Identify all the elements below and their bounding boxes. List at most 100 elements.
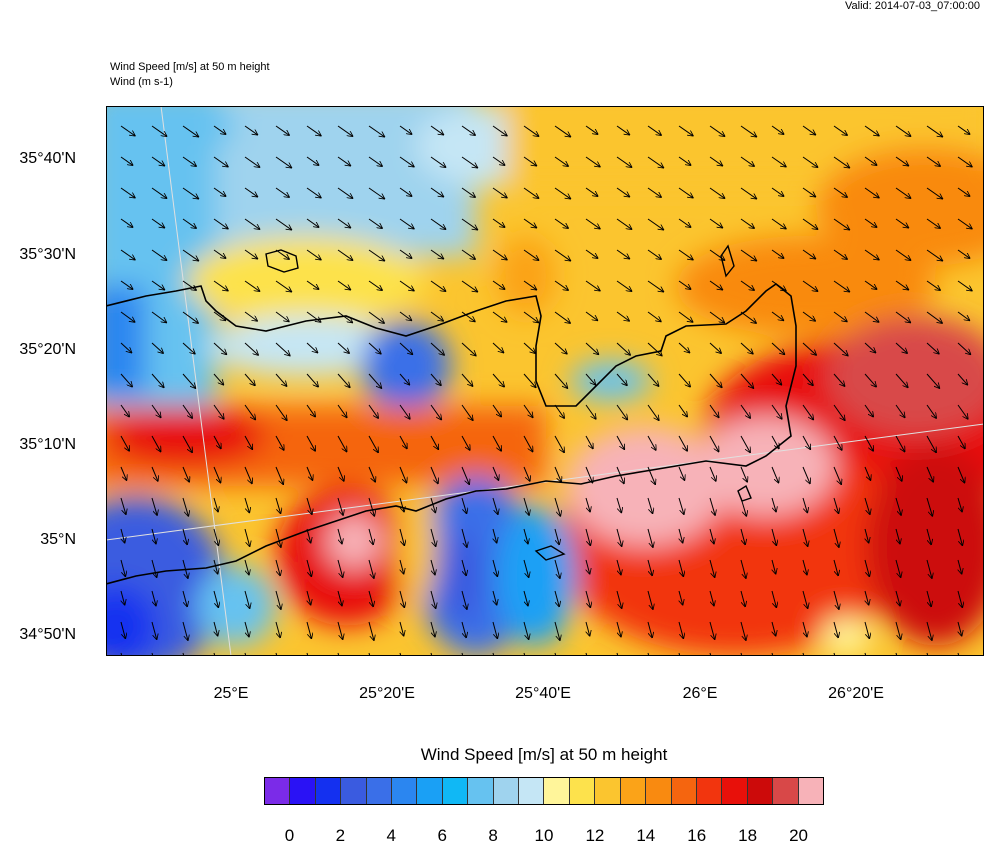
wind-arrow: [802, 311, 815, 321]
wind-arrow: [957, 218, 972, 229]
coastline-islet: [737, 484, 752, 502]
wind-arrow: [182, 590, 187, 607]
colorbar-swatch: [341, 778, 367, 804]
wind-arrow: [182, 311, 198, 323]
colorbar-label: 10: [534, 826, 554, 845]
wind-arrow: [771, 342, 785, 355]
wind-arrow: [244, 187, 258, 197]
colorbar-label: 8: [488, 826, 498, 845]
wind-arrow: [554, 311, 570, 323]
wind-arrow: [740, 590, 745, 607]
colorbar-label: 4: [386, 826, 396, 845]
wind-arrow: [368, 249, 385, 261]
wind-arrow: [864, 373, 876, 387]
lat-label: 35°10'N: [19, 436, 76, 453]
wind-arrow: [616, 125, 630, 135]
wind-arrow: [492, 311, 507, 322]
wind-arrow: [709, 249, 725, 260]
wind-arrow: [771, 373, 782, 385]
wind-arrow: [864, 280, 877, 289]
wind-arrow: [399, 404, 410, 419]
wind-arrow: [523, 466, 530, 481]
wind-arrow: [678, 466, 685, 480]
wind-arrow: [492, 249, 507, 260]
wind-arrow: [368, 466, 375, 482]
wind-arrow: [182, 497, 188, 516]
wind-arrow: [306, 218, 319, 227]
wind-arrow: [214, 559, 218, 574]
wind-arrow: [461, 373, 473, 386]
wind-arrow: [554, 497, 560, 516]
wind-arrow: [461, 621, 466, 638]
wind-arrow: [554, 218, 568, 228]
wind-arrow: [368, 156, 382, 166]
wind-arrow: [461, 218, 478, 230]
wind-arrow: [554, 528, 559, 545]
wind-arrow: [368, 311, 384, 323]
wind-arrow: [957, 466, 965, 483]
wind-arrow: [523, 311, 539, 323]
wind-arrow: [647, 528, 653, 547]
wind-arrow: [492, 187, 507, 198]
wind-arrow: [523, 280, 537, 290]
wind-arrow: [461, 187, 475, 197]
wind-arrow: [709, 311, 725, 323]
wind-arrow: [430, 125, 444, 135]
wind-arrow: [151, 435, 161, 452]
wind-arrow: [399, 497, 404, 512]
wind-arrow: [244, 156, 260, 167]
valid-time: Valid: 2014-07-03_07:00:00: [845, 0, 980, 12]
wind-arrow: [802, 466, 810, 484]
lat-label: 35°20'N: [19, 341, 76, 358]
wind-arrow: [461, 249, 475, 259]
wind-arrow: [709, 590, 714, 606]
wind-arrow: [926, 218, 940, 228]
wind-arrow: [244, 466, 252, 484]
colorbar-label: 14: [636, 826, 656, 845]
wind-arrow: [895, 497, 901, 515]
wind-arrow: [275, 559, 280, 576]
wind-arrow: [120, 342, 132, 353]
wind-arrow: [895, 466, 902, 481]
wind-arrow: [958, 559, 962, 574]
wind-arrow: [926, 373, 940, 388]
wind-speed-field: [106, 106, 984, 656]
wind-arrow: [368, 435, 378, 453]
wind-arrow: [740, 435, 750, 453]
wind-arrow: [492, 621, 497, 639]
wind-arrow: [337, 404, 347, 418]
wind-arrow: [182, 621, 188, 640]
wind-arrow: [182, 156, 196, 166]
wind-arrow: [213, 435, 221, 449]
wind-arrow: [214, 621, 218, 636]
wind-arrow: [151, 342, 163, 353]
wind-arrow: [957, 497, 962, 512]
wind-arrow: [244, 249, 258, 259]
wind-arrow: [275, 466, 283, 484]
wind-arrow: [833, 342, 848, 356]
wind-arrow: [182, 218, 196, 228]
wind-arrow: [802, 156, 818, 167]
wind-arrow: [554, 559, 560, 578]
wind-arrow: [771, 311, 784, 321]
wind-arrow: [399, 590, 404, 608]
wind-arrow: [833, 435, 842, 450]
wind-arrow: [772, 621, 776, 636]
wind-arrow: [492, 125, 507, 136]
wind-arrow: [151, 621, 157, 639]
wind-arrow: [430, 249, 444, 259]
colorbar-swatch: [290, 778, 316, 804]
wind-arrow: [802, 342, 816, 355]
wind-arrow: [337, 311, 353, 323]
wind-arrow: [554, 125, 571, 137]
colorbar-title: Wind Speed [m/s] at 50 m height: [420, 745, 668, 764]
wind-arrow: [926, 311, 942, 323]
wind-arrow: [833, 559, 838, 576]
wind-arrow: [430, 280, 446, 291]
wind-arrow: [306, 156, 319, 165]
wind-arrow: [523, 187, 539, 198]
wind-arrow: [151, 373, 164, 388]
wind-arrow: [802, 528, 808, 546]
lon-label: 25°20'E: [359, 685, 415, 702]
wind-speed-map: [106, 106, 984, 656]
